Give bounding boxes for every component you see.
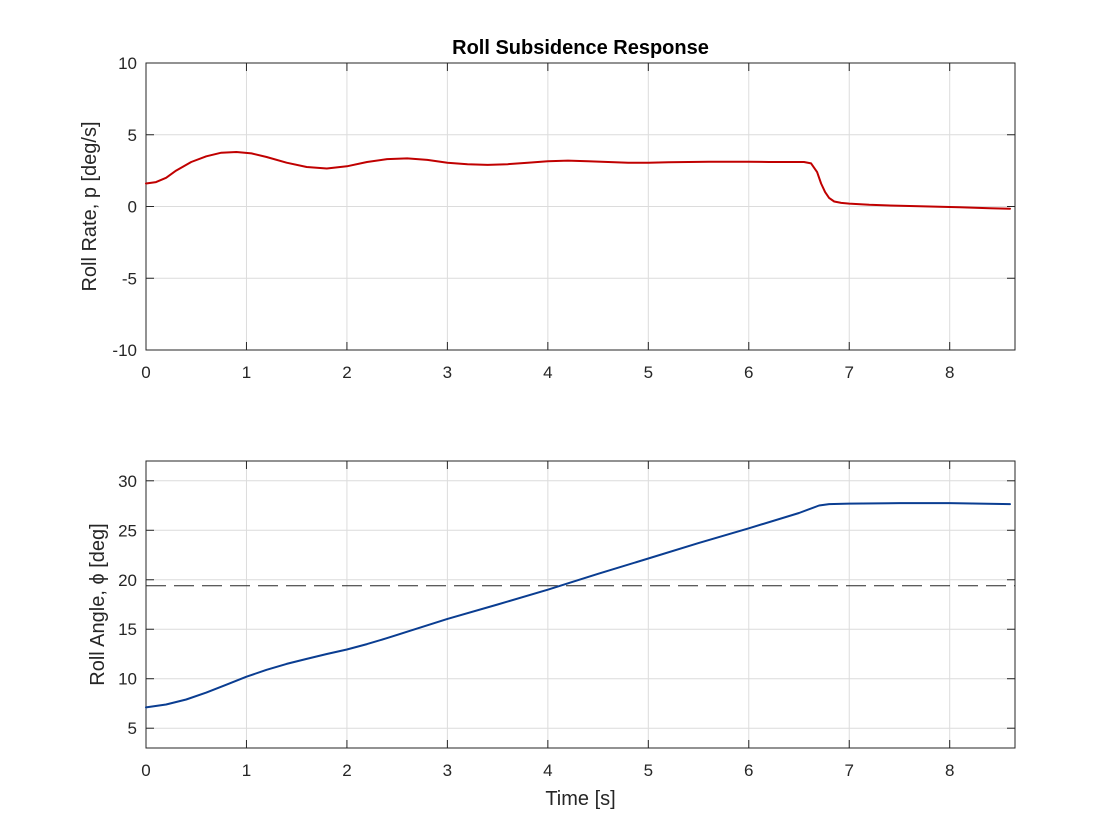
roll-angle-subplot: 0 1 2 3 4 5 6 7 8 5 10 15 20 25 30 Time [s] Roll Angle…: [87, 460, 1016, 810]
roll-angle-series: [145, 502, 1011, 709]
roll-rate-y-tick-label: 10: [118, 54, 137, 73]
roll-angle-x-tick-label: 6: [744, 761, 753, 780]
roll-angle-x-tick-label: 2: [342, 761, 351, 780]
roll-angle-series-line: [145, 502, 1011, 709]
roll-angle-x-tick-label: 4: [543, 761, 552, 780]
roll-angle-axes-box: [145, 460, 1016, 749]
roll-angle-y-tick-label: 5: [128, 719, 137, 738]
roll-angle-y-tick-label: 20: [118, 571, 137, 590]
roll-angle-ticks: 0 1 2 3 4 5 6 7 8 5 10 15 20 25 30: [118, 461, 1015, 780]
roll-angle-x-tick-label: 5: [644, 761, 653, 780]
roll-rate-y-tick-label: -10: [112, 341, 137, 360]
roll-angle-x-tick-label: 3: [443, 761, 452, 780]
roll-rate-x-tick-label: 7: [845, 363, 854, 382]
roll-angle-x-tick-label: 1: [242, 761, 251, 780]
roll-rate-x-tick-label: 5: [644, 363, 653, 382]
roll-rate-y-tick-label: 0: [128, 198, 137, 217]
roll-rate-x-tick-label: 6: [744, 363, 753, 382]
roll-angle-y-tick-label: 10: [118, 670, 137, 689]
roll-rate-series-line: [145, 151, 1011, 210]
roll-angle-x-tick-label: 7: [845, 761, 854, 780]
roll-angle-y-tick-label: 15: [118, 620, 137, 639]
roll-rate-x-tick-label: 4: [543, 363, 552, 382]
roll-angle-x-tick-label: 0: [141, 761, 150, 780]
roll-rate-y-tick-label: -5: [122, 269, 137, 288]
roll-rate-series: [145, 151, 1011, 210]
roll-rate-subplot: 0 1 2 3 4 5 6 7 8 -10 -5 0 5 10 Roll Subsidence Respo…: [79, 37, 1016, 382]
roll-rate-ticks: 0 1 2 3 4 5 6 7 8 -10 -5 0 5 10: [112, 54, 1015, 382]
roll-rate-x-tick-label: 3: [443, 363, 452, 382]
roll-rate-x-tick-label: 0: [141, 363, 150, 382]
time-x-axis-label: Time [s]: [545, 788, 615, 810]
roll-angle-y-tick-label: 25: [118, 521, 137, 540]
roll-rate-y-tick-label: 5: [128, 126, 137, 145]
roll-rate-x-tick-label: 1: [242, 363, 251, 382]
roll-rate-x-tick-label: 8: [945, 363, 954, 382]
roll-angle-y-axis-label: Roll Angle, ϕ [deg]: [87, 523, 109, 685]
roll-rate-x-tick-label: 2: [342, 363, 351, 382]
chart-title: Roll Subsidence Response: [452, 37, 709, 59]
roll-angle-x-tick-label: 8: [945, 761, 954, 780]
roll-rate-y-axis-label: Roll Rate, p [deg/s]: [79, 121, 101, 291]
roll-angle-y-tick-label: 30: [118, 472, 137, 491]
